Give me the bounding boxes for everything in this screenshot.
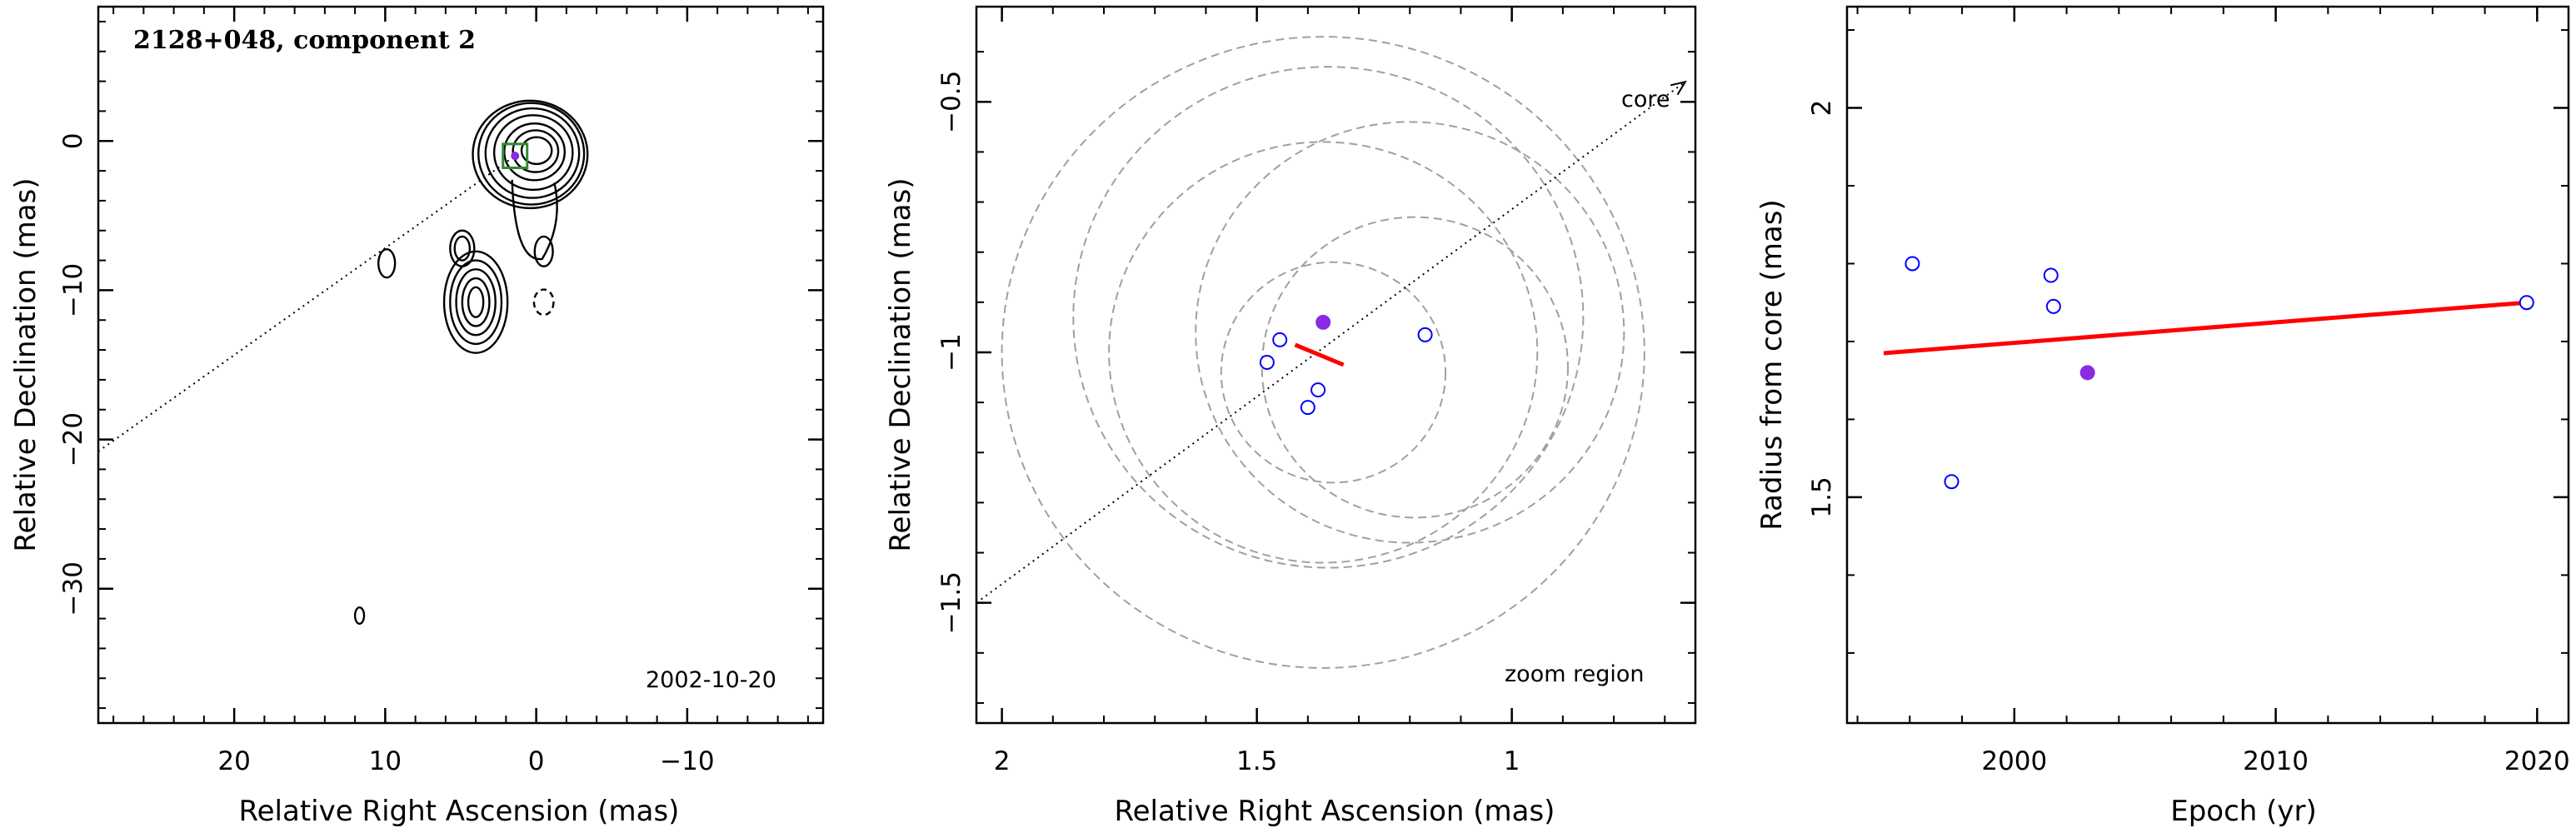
zoom-region-panel: zoom region core Relative Right Ascensio… bbox=[884, 5, 1697, 828]
zoom-region-label: zoom region bbox=[1505, 661, 1644, 687]
y-tick-label: −1.5 bbox=[936, 571, 966, 634]
contour-negative-contour bbox=[532, 288, 555, 317]
uncertainty-circle bbox=[1108, 141, 1539, 564]
y-tick-label: −30 bbox=[58, 561, 88, 616]
core-direction-label: core bbox=[1621, 87, 1670, 112]
y-tick-label: 0 bbox=[58, 132, 88, 149]
core-direction-line bbox=[976, 81, 1686, 604]
core-arrow-head bbox=[1670, 80, 1687, 96]
contour-core bbox=[520, 136, 553, 166]
component-box bbox=[502, 142, 529, 169]
contour-map-panel: 2128+048, component 2 2002-10-20 Relativ… bbox=[9, 5, 825, 828]
position-point bbox=[1259, 354, 1275, 370]
x-axis-label: Relative Right Ascension (mas) bbox=[239, 795, 680, 828]
y-tick-label: 1.5 bbox=[1807, 476, 1837, 517]
contour-southern-knot bbox=[449, 259, 503, 346]
radius-fit-line bbox=[1883, 300, 2527, 356]
highlighted-position-point bbox=[1315, 314, 1331, 330]
y-axis-label: Relative Declination (mas) bbox=[9, 177, 42, 551]
contour-knot-far bbox=[353, 606, 366, 626]
y-tick-label: −1 bbox=[936, 333, 966, 372]
x-axis-label: Epoch (yr) bbox=[2170, 795, 2317, 828]
uncertainty-circle bbox=[1220, 261, 1447, 484]
plot-frame bbox=[97, 5, 825, 725]
x-tick-label: 2000 bbox=[1981, 746, 2047, 776]
x-tick-label: 2 bbox=[994, 746, 1011, 776]
contour-southern-knot bbox=[467, 286, 485, 318]
contour-southern-knot bbox=[461, 277, 491, 327]
highlighted-radius-point bbox=[2079, 365, 2095, 381]
contour-knot-east bbox=[533, 235, 554, 267]
tick-marks bbox=[98, 7, 823, 723]
uncertainty-circle bbox=[1001, 36, 1645, 669]
plot-frame bbox=[975, 5, 1697, 725]
contour-core-tail bbox=[511, 179, 558, 261]
x-tick-label: 2010 bbox=[2243, 746, 2309, 776]
y-tick-label: −10 bbox=[58, 263, 88, 317]
contour-southern-knot bbox=[455, 268, 497, 337]
y-axis-label: Relative Declination (mas) bbox=[884, 177, 917, 551]
contour-core bbox=[477, 102, 586, 206]
contour-knot-west bbox=[377, 247, 397, 279]
core-direction-line bbox=[97, 155, 516, 452]
contour-southern-knot bbox=[442, 250, 509, 354]
x-axis-label: Relative Right Ascension (mas) bbox=[1115, 795, 1555, 828]
x-tick-label: 10 bbox=[369, 746, 402, 776]
core-direction-line-group bbox=[97, 155, 516, 452]
x-tick-label: 1 bbox=[1504, 746, 1520, 776]
contour-core bbox=[472, 99, 589, 210]
x-tick-label: −10 bbox=[660, 746, 714, 776]
epoch-date-label: 2002-10-20 bbox=[646, 667, 776, 693]
uncertainty-circle bbox=[1072, 66, 1585, 569]
tick-marks bbox=[976, 7, 1695, 723]
position-point bbox=[1310, 382, 1326, 398]
contour-knot-upper bbox=[453, 235, 472, 262]
radius-epoch-panel: Epoch (yr) Radius from core (mas) 2000 20… bbox=[1755, 5, 2570, 828]
position-point bbox=[1272, 332, 1288, 347]
component-position-marker bbox=[511, 152, 520, 161]
position-point bbox=[1300, 400, 1315, 416]
contour-core bbox=[492, 114, 574, 192]
motion-fit-segment bbox=[1294, 342, 1345, 367]
panel-title: 2128+048, component 2 bbox=[133, 26, 476, 55]
radius-point bbox=[1944, 474, 1959, 490]
x-tick-label: 1.5 bbox=[1236, 746, 1277, 776]
radius-point bbox=[1905, 256, 1920, 272]
radius-point bbox=[2045, 298, 2061, 314]
contour-core bbox=[503, 122, 567, 182]
x-tick-label: 20 bbox=[217, 746, 250, 776]
y-tick-label: −20 bbox=[58, 412, 88, 466]
contour-core bbox=[484, 107, 581, 199]
plot-frame bbox=[1845, 5, 2570, 725]
y-tick-label: 2 bbox=[1807, 100, 1837, 117]
x-tick-label: 0 bbox=[528, 746, 545, 776]
x-tick-label: 2020 bbox=[2504, 746, 2570, 776]
uncertainty-circle bbox=[1195, 121, 1625, 544]
position-point bbox=[1417, 327, 1433, 342]
uncertainty-circles bbox=[1001, 36, 1645, 669]
contour-core bbox=[512, 129, 560, 173]
contours bbox=[353, 99, 589, 626]
y-tick-label: −0.5 bbox=[936, 71, 966, 133]
contour-knot-upper bbox=[449, 229, 476, 267]
tick-marks bbox=[1847, 7, 2569, 723]
y-axis-label: Radius from core (mas) bbox=[1755, 199, 1789, 530]
uncertainty-circle bbox=[1261, 216, 1569, 519]
radius-point bbox=[2043, 267, 2059, 283]
radius-point bbox=[2519, 295, 2534, 311]
